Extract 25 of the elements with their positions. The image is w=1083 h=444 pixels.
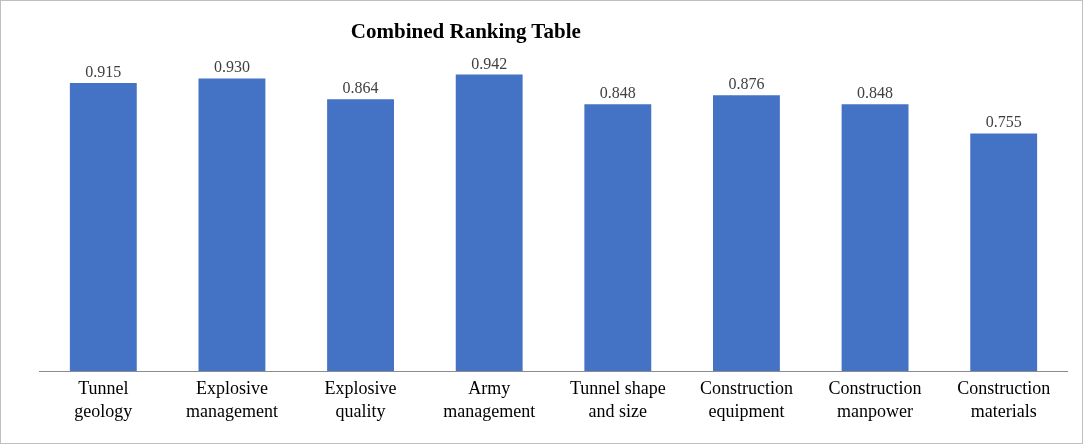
bar xyxy=(841,104,909,371)
x-tick-label: Construction equipment xyxy=(699,377,793,421)
bar xyxy=(455,74,523,371)
bar xyxy=(69,83,137,371)
data-label: 0.755 xyxy=(985,113,1022,131)
bar xyxy=(713,95,780,371)
x-tick-label: Army management xyxy=(443,377,536,421)
x-tick-label: Construction manpower xyxy=(828,377,922,421)
bar xyxy=(198,78,266,371)
x-tick-label: Construction materials xyxy=(957,377,1051,421)
x-tick-label: Tunnel geology xyxy=(74,377,133,421)
bar xyxy=(327,99,395,371)
bar xyxy=(970,133,1038,371)
data-label: 0.876 xyxy=(728,75,765,93)
bar xyxy=(584,104,652,371)
data-label: 0.848 xyxy=(599,84,636,102)
x-tick-label: Tunnel shape and size xyxy=(569,377,666,421)
x-tick-label: Explosive management xyxy=(185,377,278,421)
data-label: 0.864 xyxy=(342,79,379,97)
data-label: 0.930 xyxy=(213,58,250,76)
data-label: 0.848 xyxy=(857,84,894,102)
data-label: 0.942 xyxy=(471,54,508,72)
x-tick-label: Explosive quality xyxy=(324,377,397,421)
chart-title: Combined Ranking Table xyxy=(350,18,581,43)
data-label: 0.915 xyxy=(85,63,122,81)
